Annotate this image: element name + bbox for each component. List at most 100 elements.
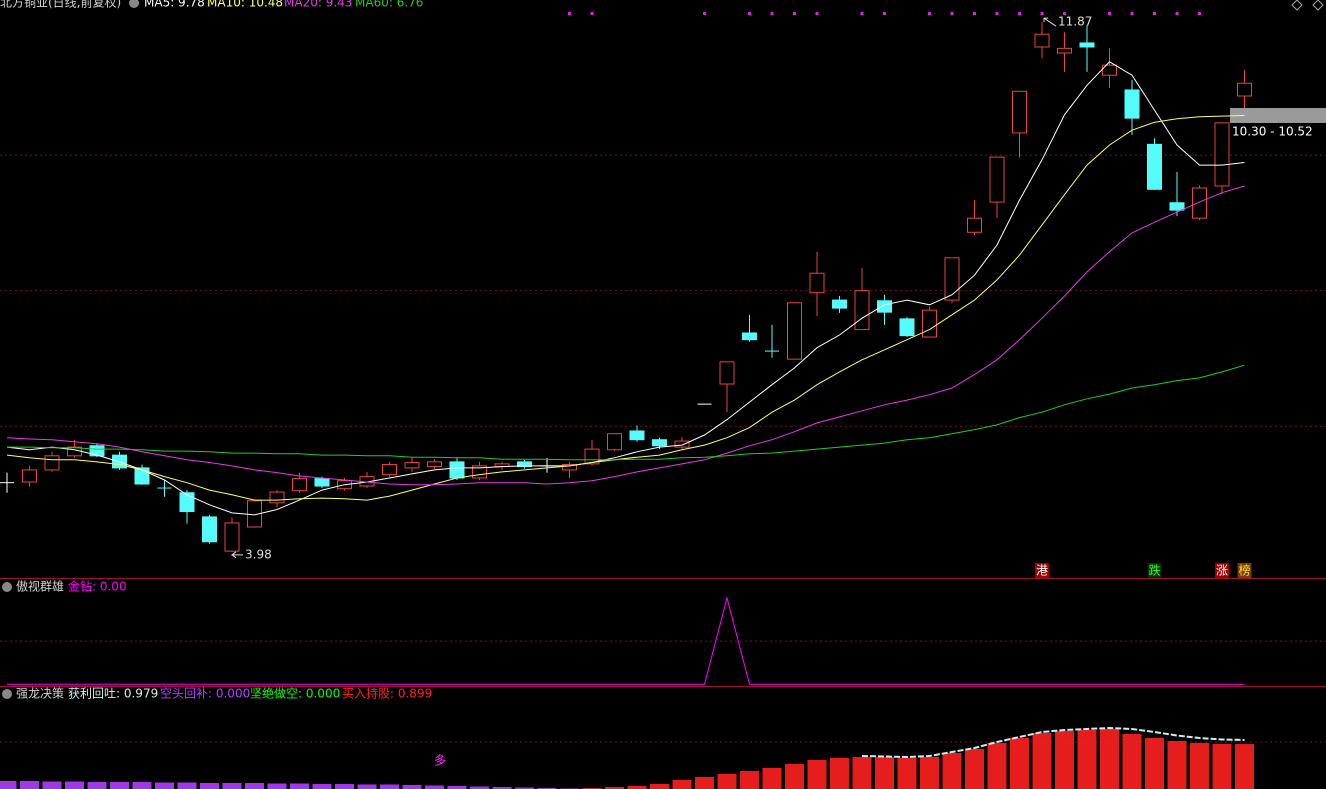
indicator-line: [861, 726, 1245, 759]
panel-title: 强龙决策: [16, 687, 64, 701]
indicator-bar: [965, 749, 984, 789]
indicator-bar: [1010, 738, 1029, 789]
signal-dot: [1108, 12, 1111, 15]
indicator-bar: [87, 782, 107, 789]
indicator-bar: [987, 743, 1007, 789]
candle-body: [382, 464, 397, 476]
indicator-bar: [20, 781, 39, 789]
signal-dot: [1130, 12, 1134, 15]
price-range-label: 10.30 - 10.52: [1232, 125, 1313, 139]
candle-body: [314, 478, 330, 487]
signal-dot: [568, 12, 571, 15]
legend-entry: MA60: 6.76: [355, 0, 423, 10]
indicator-bar: [672, 780, 692, 789]
menu-icon[interactable]: [2, 689, 12, 699]
signal-dot: [1063, 12, 1066, 15]
legend-entry: MA5: 9.78: [144, 0, 205, 10]
indicator-bar: [65, 781, 84, 789]
legend-entry: 金钻: 0.00: [68, 579, 127, 594]
candle-body: [989, 156, 1005, 203]
signal-dot: [1153, 12, 1156, 15]
indicator-bar: [447, 786, 467, 789]
candle-body: [809, 272, 825, 294]
signal-dot: [928, 12, 931, 15]
signal-dot: [950, 12, 954, 15]
candle-body: [1192, 187, 1207, 219]
indicator-bar: [357, 784, 377, 789]
legend-entry: MA20: 9.43: [284, 0, 352, 10]
candle-body: [22, 469, 37, 483]
legend-entry: MA10: 10.48: [207, 0, 283, 10]
indicator-bar: [1100, 729, 1119, 789]
candle-body: [1214, 122, 1230, 187]
candle-body: [832, 299, 847, 309]
indicator-bar: [1055, 731, 1074, 789]
indicator-bar: [290, 783, 309, 789]
signal-dot: [590, 12, 594, 15]
low-label: 3.98: [245, 547, 272, 561]
candle-body: [787, 302, 802, 360]
candle-body: [1124, 89, 1140, 119]
indicator-bar: [110, 782, 129, 789]
indicator-line: [7, 595, 1245, 685]
signal-tag-label: 榜: [1238, 563, 1250, 578]
candle-body: [562, 464, 577, 471]
indicator-bar: [177, 782, 197, 789]
candle-body: [179, 492, 195, 513]
indicator-bar: [717, 774, 737, 789]
candle-body: [1237, 82, 1252, 97]
indicator-bar: [627, 786, 647, 789]
candle-body: [1147, 143, 1162, 190]
signal-dot: [995, 12, 999, 15]
price-range-box: [1230, 108, 1326, 123]
indicator-bar: [0, 781, 17, 789]
indicator-bar: [1235, 744, 1254, 789]
indicator-bar: [492, 787, 512, 789]
signal-dot: [748, 12, 751, 15]
candle-body: [719, 361, 735, 385]
signal-dot: [815, 12, 819, 15]
signal-dot: [793, 12, 796, 15]
chart-title: 北方铜业(日线,前复权): [0, 0, 121, 10]
indicator-bar: [312, 784, 332, 789]
candle-body: [449, 461, 465, 479]
signal-tag: [1035, 563, 1049, 578]
indicator-bar: [1122, 734, 1142, 789]
candle-body: [742, 332, 757, 341]
candle-body: [674, 440, 690, 448]
candle-body: [652, 439, 667, 447]
indicator-bar: [785, 764, 804, 789]
candle-body: [854, 290, 870, 331]
candle-body: [1057, 47, 1072, 54]
indicator-bar: [380, 784, 399, 789]
candle-body: [922, 309, 937, 338]
signal-label: 多: [434, 754, 446, 768]
menu-icon[interactable]: [2, 582, 12, 592]
indicator-bar: [830, 758, 849, 789]
signal-dot: [973, 12, 976, 15]
indicator-bar: [42, 781, 62, 789]
signal-tag-label: 港: [1036, 564, 1048, 578]
candle-body: [629, 430, 645, 441]
menu-icon[interactable]: [129, 0, 139, 8]
candle-body: [899, 318, 915, 337]
candle-body: [1102, 64, 1117, 76]
indicator-bar: [470, 786, 489, 789]
signal-dot: [883, 12, 886, 15]
indicator-bar: [267, 783, 287, 789]
indicator-bar: [762, 768, 782, 789]
signal-dot: [1198, 12, 1201, 15]
indicator-bar: [1167, 741, 1187, 789]
indicator-bar: [245, 783, 264, 789]
window-icon[interactable]: [1291, 0, 1324, 11]
high-label: 11.87: [1058, 15, 1092, 29]
candle-body: [1012, 90, 1027, 134]
indicator-bar: [897, 758, 917, 789]
signal-dot: [770, 12, 774, 15]
indicator-bar: [402, 785, 422, 789]
candle-body: [269, 491, 285, 504]
signal-tag: [1237, 563, 1252, 578]
legend-entry: 空头回补: 0.000: [160, 687, 250, 701]
candle-body: [89, 445, 105, 457]
candle-body: [224, 522, 240, 552]
